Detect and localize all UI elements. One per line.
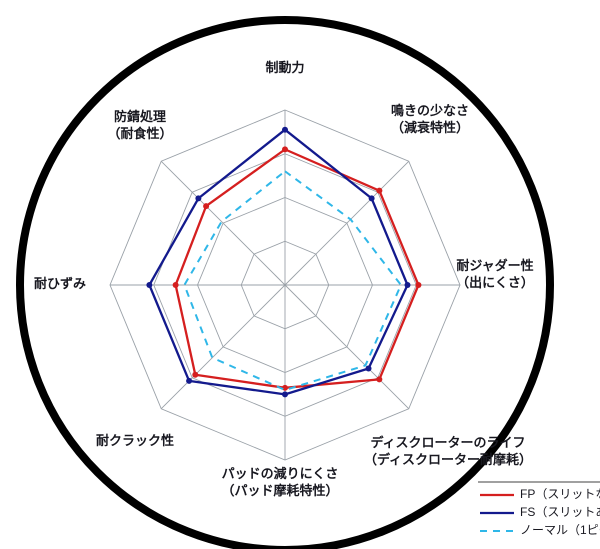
axis-label: 制動力 — [265, 60, 304, 75]
axis-sublabel: （出にくさ） — [456, 275, 534, 290]
axis-sublabel: （パッド摩耗特性） — [221, 483, 338, 498]
series-marker — [282, 391, 288, 397]
series-marker — [146, 282, 152, 288]
series-marker — [203, 203, 209, 209]
radar-chart: 制動力鳴きの少なさ （減衰特性） 耐ジャダー性 （出にくさ） ディスクローターのライフ （… — [0, 0, 600, 549]
series-marker — [369, 195, 375, 201]
legend-label: ノーマル（1ピース） — [520, 523, 600, 537]
axis-label: パッドの減りにくさ — [222, 466, 339, 481]
axis-label: 耐クラック性 — [96, 433, 174, 448]
axis-sublabel: （ディスクローター耐摩耗） — [364, 452, 532, 467]
axis-label: ディスクローターのライフ — [370, 435, 525, 450]
axis-sublabel: （減衰特性） — [391, 120, 469, 135]
series-marker — [376, 376, 382, 382]
series-marker — [186, 378, 192, 384]
series-marker — [366, 366, 372, 372]
series-marker — [282, 146, 288, 152]
series-marker — [195, 195, 201, 201]
series-marker — [173, 282, 179, 288]
series-marker — [405, 282, 411, 288]
axis-sublabel: （耐食性） — [107, 126, 172, 141]
legend-label: FP（スリットなし） — [520, 487, 600, 501]
series-marker — [192, 372, 198, 378]
series-marker — [376, 188, 382, 194]
legend-label: FS（スリットあり） — [520, 505, 600, 519]
series-marker — [282, 127, 288, 133]
axis-label: 防錆処理 — [114, 109, 166, 124]
axis-label: 鳴きの少なさ — [391, 103, 469, 118]
axis-label: 耐ひずみ — [34, 276, 86, 291]
legend: FP（スリットなし） FS（スリットあり） ノーマル（1ピース） — [478, 482, 600, 537]
axis-label: 耐ジャダー性 — [456, 258, 533, 273]
series-marker — [415, 282, 421, 288]
